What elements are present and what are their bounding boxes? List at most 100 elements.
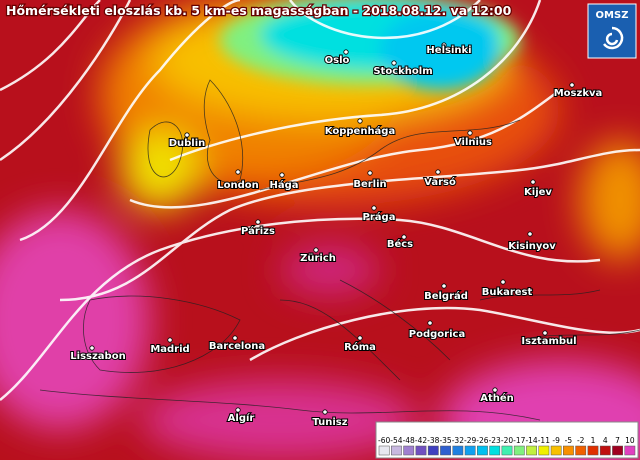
- cities: Oslo Helsinki Stockholm Moszkva Koppenhága Vi…: [69, 42, 603, 429]
- city-label: Prága: [363, 211, 396, 223]
- legend-swatch: [575, 445, 587, 456]
- legend-label: -29: [464, 436, 476, 445]
- legend-swatch: [599, 445, 611, 456]
- legend-swatch: [526, 445, 537, 456]
- legend-swatch: [624, 445, 636, 456]
- city-label: Róma: [344, 341, 376, 353]
- city-dot: [427, 320, 433, 326]
- city-dot: [530, 179, 536, 185]
- city-label: Hága: [269, 179, 298, 191]
- city-dot: [184, 132, 190, 138]
- city-label: Podgorica: [409, 329, 465, 340]
- city-dot: [343, 49, 349, 55]
- city-label: Koppenhága: [325, 125, 395, 137]
- isolines: [0, 0, 640, 401]
- legend-label: -5: [565, 436, 573, 445]
- legend-swatch: [440, 445, 451, 456]
- legend-label: -42: [415, 436, 427, 445]
- city-label: London: [217, 180, 259, 191]
- city-label: Berlin: [353, 179, 386, 190]
- city-label: Lisszabon: [70, 351, 125, 362]
- legend-label: 10: [625, 436, 635, 445]
- legend-label: -38: [427, 436, 439, 445]
- legend-swatch: [464, 445, 476, 456]
- legend-swatch: [477, 445, 488, 456]
- legend-label: -2: [577, 436, 585, 445]
- logo-text: OMSZ: [596, 10, 629, 21]
- legend-swatch: [501, 445, 513, 456]
- legend-label: -32: [452, 436, 464, 445]
- legend-label: -11: [538, 436, 550, 445]
- city-label: Moszkva: [554, 88, 603, 99]
- city-label: Dublin: [169, 138, 206, 149]
- legend-swatch: [452, 445, 464, 456]
- legend: -60 -54 -48 -42 -38 -35 -32 -29 -26 -23 -20 -17 -14-…: [375, 421, 639, 459]
- city-label: Madrid: [150, 344, 189, 355]
- legend-label: -17: [513, 436, 525, 445]
- legend-swatch: [563, 445, 574, 456]
- city-dot: [367, 170, 373, 176]
- legend-label: -9: [552, 436, 560, 445]
- city-dot: [235, 407, 241, 413]
- city-dot: [492, 387, 498, 393]
- legend-swatch: [415, 445, 427, 456]
- city-dot: [401, 234, 407, 240]
- legend-label: -26: [476, 436, 488, 445]
- city-dot: [167, 337, 173, 343]
- city-dot: [467, 130, 473, 136]
- legend-label: 1: [591, 436, 596, 445]
- city-dot: [542, 330, 548, 336]
- city-label: Zürich: [300, 253, 336, 264]
- city-dot: [89, 345, 95, 351]
- legend-swatch: [489, 445, 501, 456]
- city-label: Tunisz: [312, 417, 347, 428]
- legend-swatch: [538, 445, 550, 456]
- legend-swatch: [378, 445, 390, 456]
- city-dot: [435, 169, 441, 175]
- city-dot: [569, 82, 575, 88]
- city-dot: [441, 42, 447, 48]
- legend-label: -35: [439, 436, 451, 445]
- city-dot: [527, 231, 533, 237]
- city-label: Barcelona: [209, 341, 265, 352]
- city-label: Vilnius: [454, 137, 492, 148]
- legend-label: 7: [615, 436, 620, 445]
- city-dot: [500, 279, 506, 285]
- legend-swatch: [587, 445, 599, 456]
- city-dot: [371, 205, 377, 211]
- coastlines: [39, 79, 640, 421]
- city-label: Helsinki: [426, 45, 471, 56]
- legend-label: -48: [403, 436, 415, 445]
- legend-swatch: [513, 445, 525, 456]
- legend-swatch: [612, 445, 623, 456]
- city-label: Isztambul: [521, 336, 576, 347]
- legend-label: 4: [603, 436, 608, 445]
- city-label: Párizs: [241, 225, 275, 237]
- city-label: Kijev: [524, 187, 552, 198]
- city-dot: [357, 118, 363, 124]
- city-dot: [279, 172, 285, 178]
- legend-label: -23: [489, 436, 501, 445]
- city-label: Oslo: [325, 55, 350, 66]
- city-dot: [441, 283, 447, 289]
- legend-swatch: [391, 445, 402, 456]
- legend-label: -20: [501, 436, 513, 445]
- city-dot: [391, 60, 397, 66]
- city-dot: [255, 219, 261, 225]
- city-label: Algír: [228, 412, 255, 424]
- city-dot: [313, 247, 319, 253]
- city-dot: [235, 169, 241, 175]
- logo: OMSZ: [587, 3, 637, 59]
- legend-label: -60: [378, 436, 390, 445]
- city-dot: [232, 335, 238, 341]
- city-label: Bukarest: [482, 287, 533, 298]
- legend-label: -54: [390, 436, 402, 445]
- map-title: Hőmérsékleti eloszlás kb. 5 km-es magass…: [6, 3, 512, 18]
- legend-swatch: [403, 445, 415, 456]
- city-dot: [357, 335, 363, 341]
- city-dot: [322, 409, 328, 415]
- legend-label: -14: [525, 436, 537, 445]
- city-label: Bécs: [387, 238, 413, 250]
